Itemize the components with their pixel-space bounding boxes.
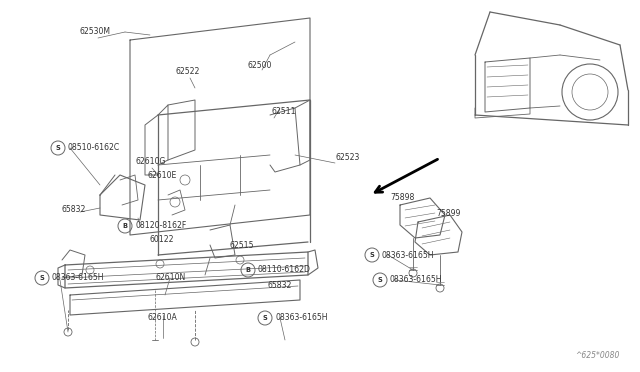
Text: 08510-6162C: 08510-6162C (68, 144, 120, 153)
Text: 60122: 60122 (150, 235, 175, 244)
Text: 08110-6162D: 08110-6162D (258, 266, 311, 275)
Text: S: S (370, 252, 374, 258)
Text: 65832: 65832 (268, 280, 292, 289)
Text: 62610N: 62610N (155, 273, 185, 282)
Text: 08363-6165H: 08363-6165H (390, 276, 442, 285)
Text: 62523: 62523 (335, 153, 360, 161)
Text: 62500: 62500 (248, 61, 273, 70)
Text: 62610G: 62610G (135, 157, 165, 167)
Text: S: S (56, 145, 60, 151)
Text: S: S (378, 277, 382, 283)
Text: 62610A: 62610A (148, 314, 178, 323)
Text: 62522: 62522 (175, 67, 200, 77)
Text: S: S (40, 275, 44, 281)
Text: S: S (262, 315, 268, 321)
Text: 08363-6165H: 08363-6165H (382, 250, 435, 260)
Text: B: B (246, 267, 250, 273)
Text: 62515: 62515 (230, 241, 255, 250)
Text: 08363-6165H: 08363-6165H (275, 314, 328, 323)
Text: 62530M: 62530M (80, 28, 111, 36)
Text: B: B (122, 223, 127, 229)
Text: 75898: 75898 (390, 193, 414, 202)
Text: 62610E: 62610E (148, 170, 177, 180)
Text: 65832: 65832 (62, 205, 86, 215)
Text: 08120-8162F: 08120-8162F (135, 221, 186, 231)
Text: 75899: 75899 (436, 208, 460, 218)
Text: 62511: 62511 (272, 108, 296, 116)
Text: 08363-6165H: 08363-6165H (52, 273, 104, 282)
Text: ^625*0080: ^625*0080 (575, 351, 620, 360)
